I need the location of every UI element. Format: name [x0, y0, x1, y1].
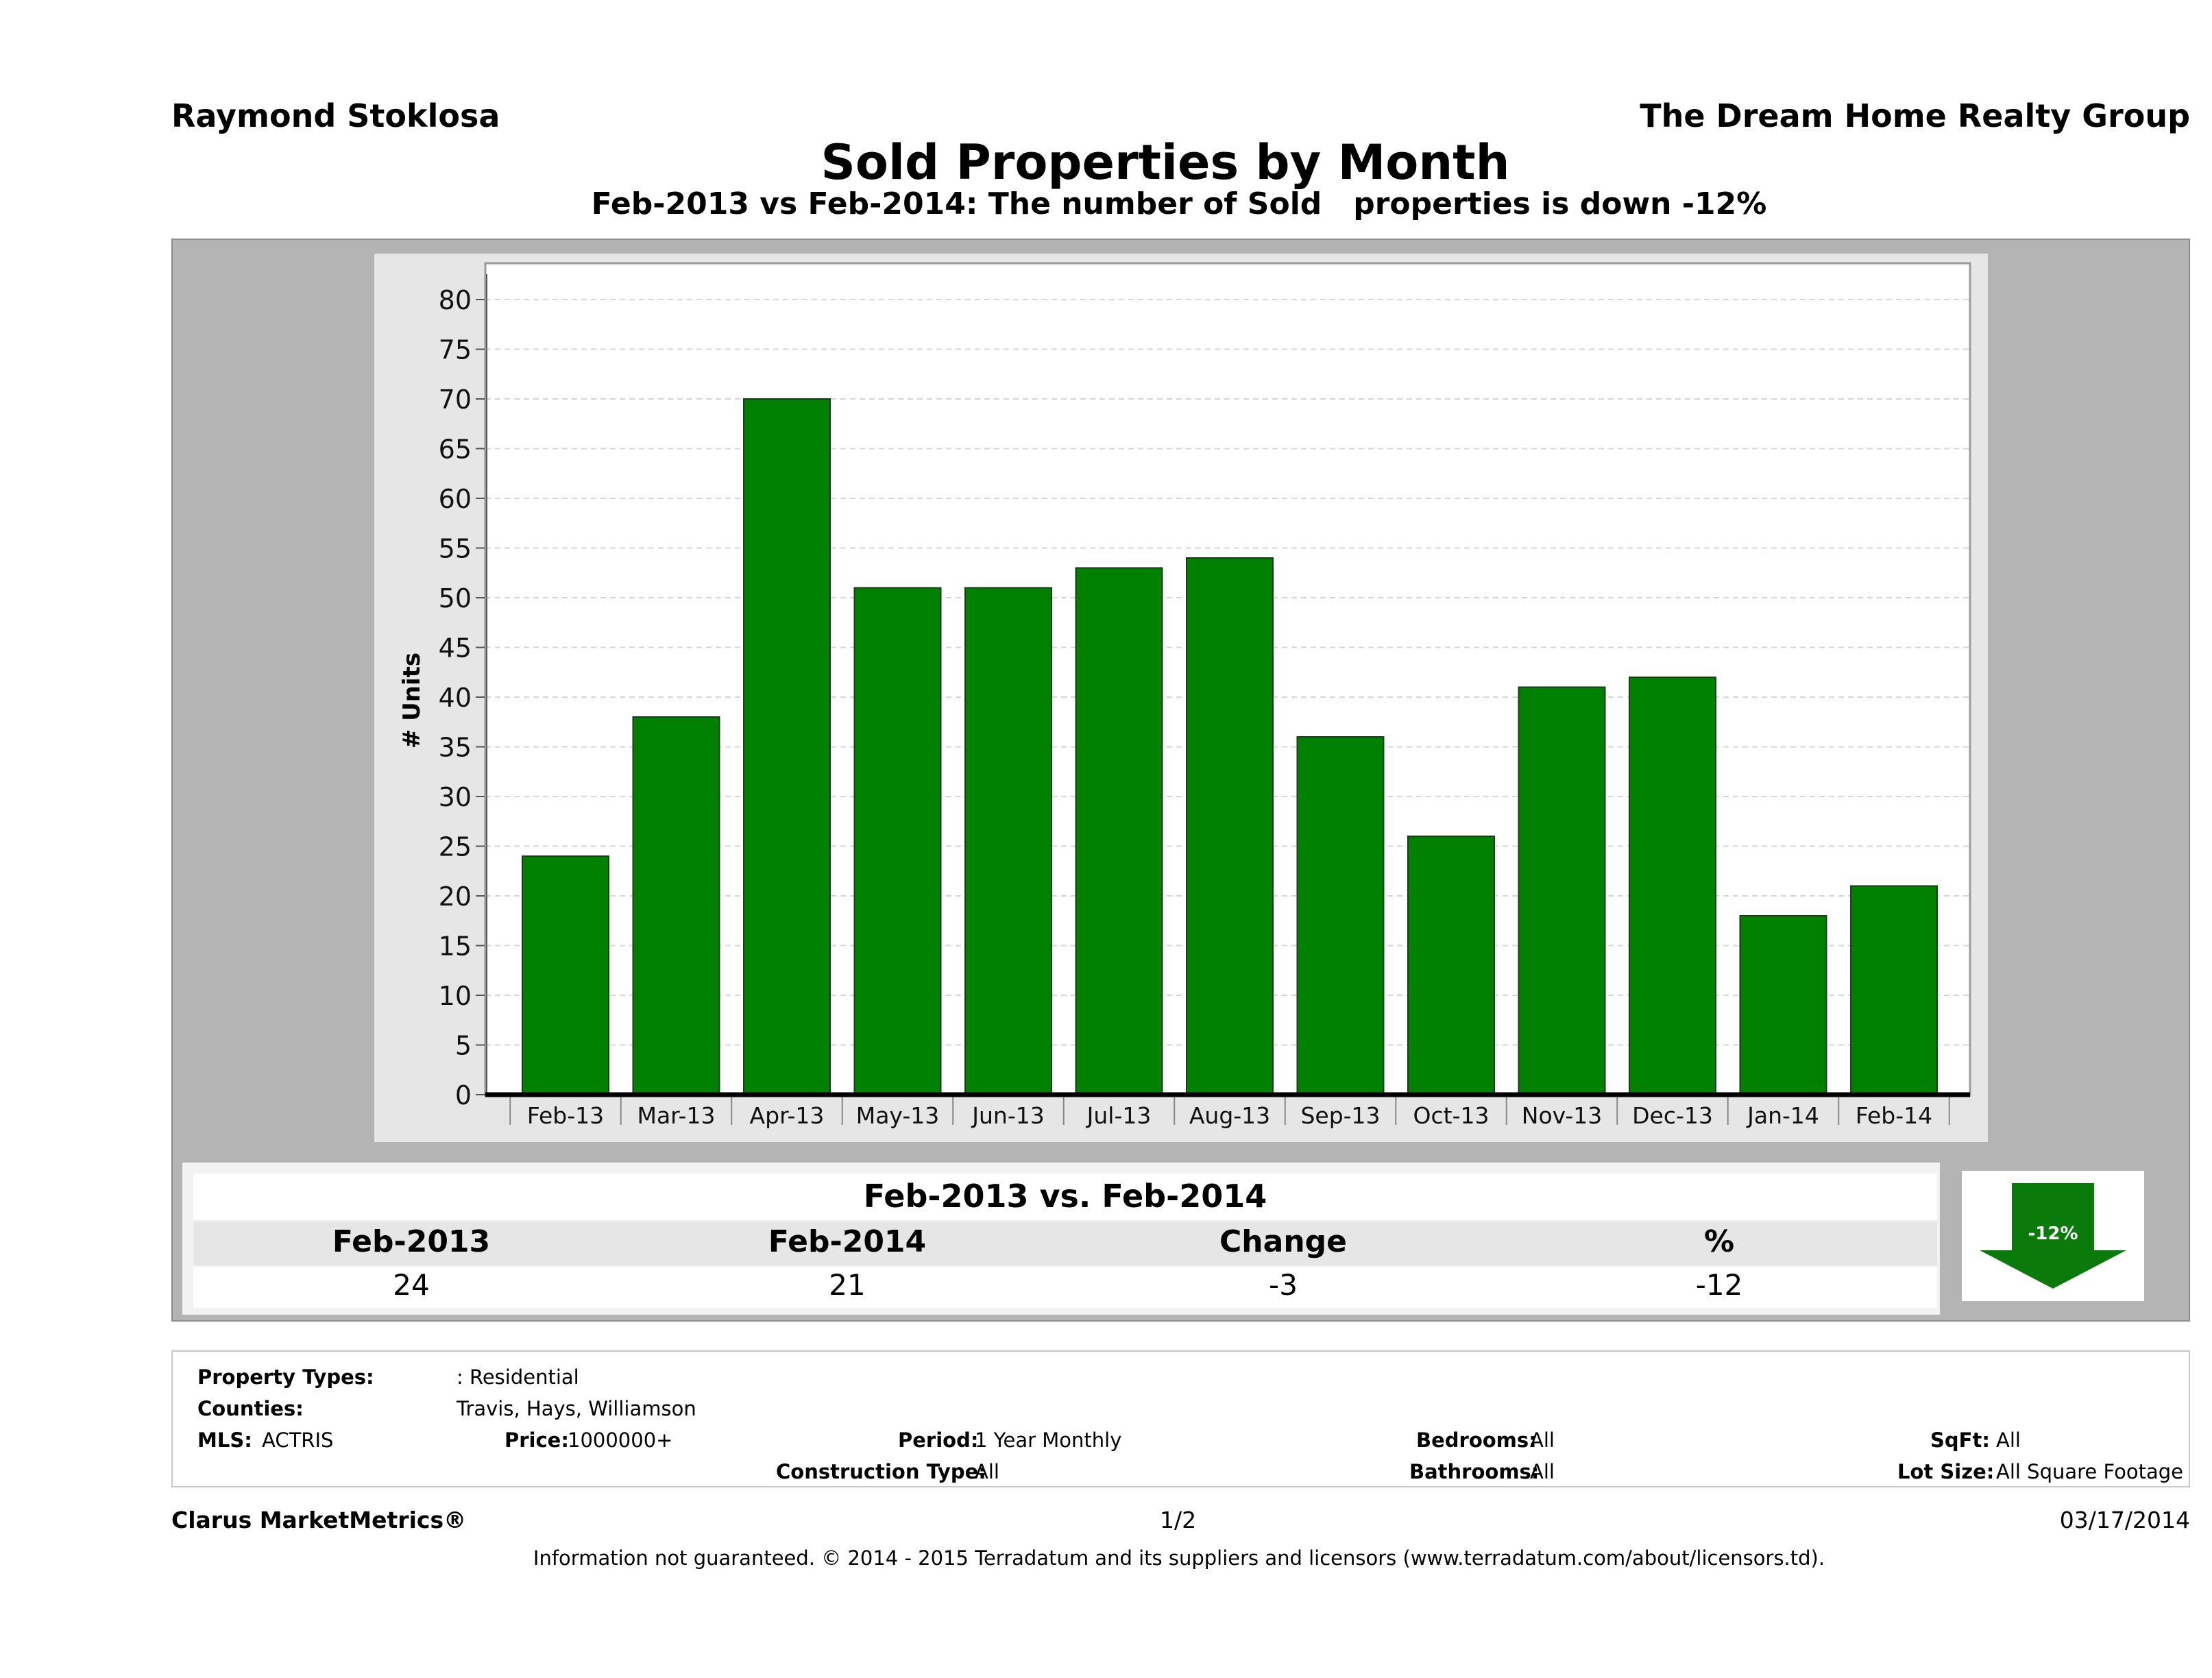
y-axis-ticks: 0 5 10 15 20 25 30 35 40 45 50 55 60 65 70 75 80: [439, 285, 485, 1110]
bedrooms-value: All: [1530, 1428, 1555, 1452]
x-tick-label: Aug-13: [1189, 1102, 1270, 1129]
down-arrow-icon: [1980, 1183, 2126, 1289]
x-tick-label: Jun-13: [971, 1102, 1044, 1129]
period-value: 1 Year Monthly: [975, 1428, 1122, 1452]
x-tick-label: Mar-13: [637, 1102, 715, 1129]
bar-apr-13: [743, 398, 831, 1095]
price-value: 1000000+: [568, 1428, 673, 1452]
y-tick-label: 20: [439, 881, 472, 912]
x-axis-ticks: Feb-13 Mar-13 Apr-13 May-13 Jun-13 Jul-13 Aug-…: [509, 1095, 1950, 1129]
chart-subtitle: Feb-2013 vs Feb-2014: The number of Sold…: [591, 186, 1767, 221]
bathrooms-label: Bathrooms:: [1409, 1460, 1540, 1483]
bar-oct-13: [1407, 836, 1495, 1095]
agent-name: Raymond Stoklosa: [171, 97, 500, 134]
y-tick-label: 25: [439, 832, 472, 862]
company-name: The Dream Home Realty Group: [1640, 97, 2190, 134]
y-tick-label: 35: [439, 733, 472, 763]
header-feb-2014: Feb-2014: [768, 1224, 927, 1259]
value-percent: -12: [1695, 1268, 1743, 1302]
x-tick-label: Nov-13: [1522, 1102, 1602, 1129]
bar-dec-13: [1629, 677, 1716, 1095]
bar-feb-14: [1850, 885, 1938, 1095]
trend-arrow-box: -12%: [1962, 1171, 2144, 1301]
y-tick-label: 0: [455, 1080, 472, 1110]
bars: [522, 398, 1938, 1095]
y-tick-label: 75: [439, 335, 472, 365]
period-label: Period:: [898, 1428, 979, 1452]
lot-size-label: Lot Size:: [1897, 1460, 1995, 1483]
y-tick-label: 10: [439, 981, 472, 1011]
x-tick-label: Oct-13: [1413, 1102, 1490, 1129]
construction-type-label: Construction Type:: [776, 1460, 986, 1483]
disclaimer: Information not guaranteed. © 2014 - 201…: [533, 1546, 1825, 1570]
header-percent: %: [1703, 1224, 1735, 1259]
arrow-percent-label: -12%: [2028, 1224, 2078, 1244]
y-tick-label: 45: [439, 633, 472, 664]
price-label: Price:: [505, 1428, 569, 1452]
comparison-value-row: 24 21 -3 -12: [193, 1267, 1937, 1308]
x-tick-label: Jan-14: [1746, 1102, 1819, 1129]
filter-summary: Property Types: : Residential Counties: …: [171, 1350, 2190, 1487]
x-tick-label: Apr-13: [750, 1102, 825, 1129]
y-tick-label: 80: [439, 285, 472, 315]
y-tick-label: 50: [439, 583, 472, 613]
x-tick-label: May-13: [856, 1102, 940, 1129]
mls-label: MLS:: [197, 1428, 252, 1452]
bar-feb-13: [522, 855, 609, 1095]
lot-size-value: All Square Footage: [1996, 1460, 2184, 1483]
y-tick-label: 40: [439, 683, 472, 713]
sqft-label: SqFt:: [1930, 1428, 1990, 1452]
y-tick-label: 70: [439, 385, 472, 415]
comparison-title-row: Feb-2013 vs. Feb-2014: [193, 1174, 1937, 1220]
y-tick-label: 65: [439, 435, 472, 465]
header-change: Change: [1219, 1224, 1347, 1259]
y-tick-label: 30: [439, 782, 472, 812]
value-feb-2014: 21: [829, 1268, 866, 1302]
property-types-value: : Residential: [457, 1365, 579, 1389]
bar-jul-13: [1075, 567, 1163, 1095]
bar-aug-13: [1186, 557, 1274, 1095]
comparison-header-row: Feb-2013 Feb-2014 Change %: [193, 1221, 1937, 1265]
chart-title: Sold Properties by Month: [821, 134, 1510, 191]
mls-value: ACTRIS: [262, 1428, 334, 1452]
bar-may-13: [853, 587, 942, 1095]
bathrooms-value: All: [1530, 1460, 1555, 1483]
bar-mar-13: [632, 716, 720, 1095]
counties-label: Counties:: [197, 1397, 304, 1420]
bar-sep-13: [1296, 736, 1385, 1095]
x-tick-label: Sep-13: [1300, 1102, 1380, 1129]
property-types-label: Property Types:: [197, 1365, 374, 1389]
value-feb-2013: 24: [393, 1268, 430, 1302]
value-change: -3: [1269, 1268, 1298, 1302]
counties-value: Travis, Hays, Williamson: [457, 1397, 696, 1420]
y-tick-label: 55: [439, 534, 472, 564]
y-tick-label: 5: [455, 1031, 472, 1061]
x-tick-label: Jul-13: [1086, 1102, 1152, 1129]
page-number: 1/2: [1160, 1507, 1197, 1533]
comparison-title: Feb-2013 vs. Feb-2014: [863, 1178, 1267, 1215]
y-tick-label: 60: [439, 484, 472, 514]
brand-name: Clarus MarketMetrics®: [171, 1507, 467, 1533]
header-feb-2013: Feb-2013: [332, 1224, 491, 1259]
construction-type-value: All: [975, 1460, 999, 1483]
bar-jan-14: [1739, 915, 1827, 1095]
bar-jun-13: [964, 587, 1052, 1095]
x-tick-label: Feb-14: [1856, 1102, 1932, 1129]
x-tick-label: Feb-13: [527, 1102, 604, 1129]
y-tick-label: 15: [439, 932, 472, 962]
bar-chart: 0 5 10 15 20 25 30 35 40 45 50 55 60 65 70 75 80 Feb-13 M…: [398, 262, 1971, 1129]
x-tick-label: Dec-13: [1632, 1102, 1713, 1129]
sqft-value: All: [1996, 1428, 2021, 1452]
bar-nov-13: [1518, 686, 1606, 1095]
bedrooms-label: Bedrooms:: [1416, 1428, 1537, 1452]
report-date: 03/17/2014: [2059, 1507, 2190, 1533]
y-axis-label: # Units: [398, 653, 426, 749]
